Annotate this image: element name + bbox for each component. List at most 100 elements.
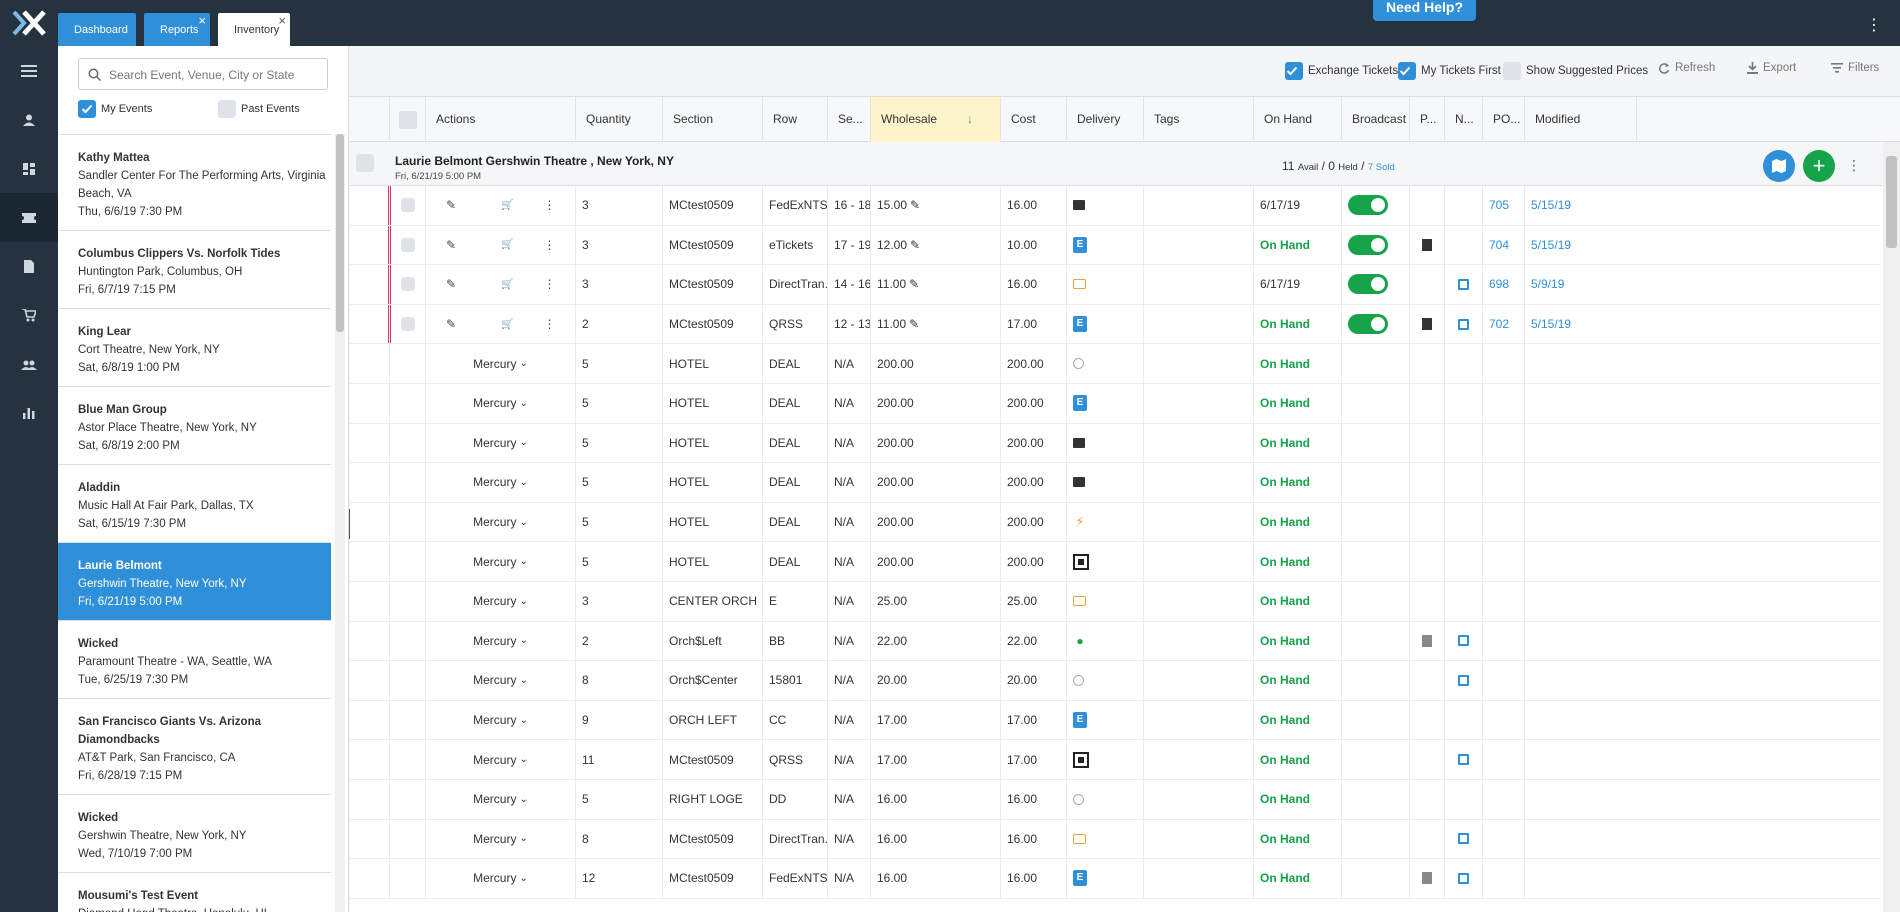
cell-modified[interactable]: 5/15/19	[1531, 198, 1572, 213]
exchange-tickets-checkbox[interactable]: Exchange Tickets	[1285, 62, 1398, 80]
table-row[interactable]: Mercury ⌄ 5 HOTEL DEAL N/A 200.00 200.00 On Hand	[350, 423, 1880, 464]
table-row[interactable]: Mercury ⌄ 5 RIGHT LOGE DD N/A 16.00 16.00 On Han…	[350, 780, 1880, 820]
cart-icon[interactable]: 🛒	[501, 318, 514, 330]
notes-icon[interactable]	[1458, 754, 1469, 766]
column-header-onhand[interactable]: On Hand	[1254, 97, 1342, 142]
exchange-source-dropdown[interactable]: Mercury	[473, 633, 517, 648]
cart-icon[interactable]	[0, 291, 58, 340]
edit-icon[interactable]: ✎	[446, 198, 457, 213]
more-vertical-icon[interactable]: ⋮	[543, 277, 556, 292]
column-header-seats[interactable]: Se...	[828, 97, 871, 142]
chevron-down-icon[interactable]: ⌄	[519, 714, 528, 726]
exchange-source-dropdown[interactable]: Mercury	[473, 475, 517, 490]
row-checkbox[interactable]	[400, 277, 415, 292]
notes-icon[interactable]	[1458, 278, 1469, 290]
pdf-document-icon[interactable]	[1422, 318, 1432, 331]
grid-scrollbar[interactable]	[1883, 142, 1900, 912]
search-input[interactable]	[109, 65, 319, 85]
need-help-button[interactable]: Need Help?	[1373, 0, 1476, 21]
table-row[interactable]: Mercury⌄12MCtest0509FedExNTSDN/A16.0016.…	[350, 859, 1880, 899]
chevron-down-icon[interactable]: ⌄	[519, 556, 528, 568]
select-all-checkbox[interactable]	[390, 97, 426, 142]
cart-icon[interactable]: 🛒	[501, 199, 514, 211]
event-list-item[interactable]: Blue Man Group Astor Place Theatre, New Y…	[58, 387, 331, 465]
group-checkbox[interactable]	[356, 154, 379, 175]
event-list-scrollbar[interactable]	[335, 134, 345, 912]
table-row[interactable]: ✎🛒⋮3MCtest0509FedExNTSD16 - 1815.00✎16.0…	[350, 186, 1880, 226]
checkbox-unchecked-icon[interactable]	[398, 110, 417, 129]
exchange-source-dropdown[interactable]: Mercury	[473, 792, 517, 807]
cart-icon[interactable]: 🛒	[501, 278, 514, 290]
tab-dashboard[interactable]: Dashboard	[58, 13, 136, 46]
cell-wholesale[interactable]: 11.00 ✎	[871, 265, 1001, 304]
sort-desc-icon[interactable]: ↓	[967, 112, 974, 126]
exchange-source-dropdown[interactable]: Mercury	[473, 752, 517, 767]
table-row[interactable]: Mercury ⌄ 8 Orch$Center 15801 N/A 20.00 20.00 On…	[350, 661, 1880, 701]
pdf-document-icon[interactable]	[1422, 238, 1432, 251]
cell-wholesale[interactable]: 11.00 ✎	[871, 304, 1001, 344]
refresh-button[interactable]: Refresh	[1658, 62, 1715, 74]
my-events-checkbox[interactable]: My Events	[78, 100, 152, 118]
pdf-document-icon[interactable]	[1422, 872, 1432, 885]
notes-icon[interactable]	[1458, 833, 1469, 845]
cell-po[interactable]: 704	[1483, 225, 1525, 265]
chevron-down-icon[interactable]: ⌄	[519, 793, 528, 805]
scrollbar-thumb[interactable]	[336, 134, 344, 332]
checkbox-unchecked-icon[interactable]	[218, 100, 236, 118]
table-row[interactable]: ✎ 🛒 ⋮ 2 MCtest0509 QRSS 12 - 13 11.00 ✎ 17.00 E On …	[350, 304, 1880, 345]
column-header-row[interactable]: Row	[763, 97, 828, 142]
more-vertical-icon[interactable]: ⋮	[543, 198, 556, 213]
chevron-down-icon[interactable]: ⌄	[519, 754, 528, 766]
edit-price-icon[interactable]: ✎	[910, 237, 921, 252]
exchange-source-dropdown[interactable]: Mercury	[473, 396, 517, 411]
scrollbar-thumb[interactable]	[1886, 156, 1897, 248]
table-row[interactable]: ✎ 🛒 ⋮ 3 MCtest0509 eTickets 17 - 19 12.00 ✎ 10.00…	[350, 225, 1880, 266]
table-row[interactable]: Mercury ⌄ 5 HOTEL DEAL N/A 200.00 200.00 ⚡ On Han…	[350, 502, 1880, 543]
logo-icon[interactable]	[0, 0, 58, 46]
checkbox-checked-icon[interactable]	[1398, 62, 1416, 80]
chevron-down-icon[interactable]: ⌄	[519, 437, 528, 449]
more-vertical-icon[interactable]: ⋮	[543, 237, 556, 252]
chevron-down-icon[interactable]: ⌄	[519, 872, 528, 884]
checkbox-checked-icon[interactable]	[1285, 62, 1303, 80]
checkbox-checked-icon[interactable]	[78, 100, 96, 118]
exchange-source-dropdown[interactable]: Mercury	[473, 515, 517, 530]
broadcast-toggle[interactable]	[1348, 195, 1388, 216]
event-list-item[interactable]: Wicked Paramount Theatre - WA, Seattle, W…	[58, 621, 331, 699]
cell-modified[interactable]: 5/15/19	[1531, 237, 1572, 252]
chevron-down-icon[interactable]: ⌄	[519, 358, 528, 370]
table-row[interactable]: Mercury ⌄ 3 CENTER ORCH E N/A 25.00 25.00 On Han…	[350, 582, 1880, 622]
edit-price-icon[interactable]: ✎	[910, 198, 921, 213]
document-icon[interactable]	[0, 242, 58, 291]
column-header-actions[interactable]: Actions	[426, 97, 576, 142]
exchange-source-dropdown[interactable]: Mercury	[473, 713, 517, 728]
export-button[interactable]: Export	[1747, 62, 1796, 74]
event-list-item[interactable]: King Lear Cort Theatre, New York, NY Sat, …	[58, 309, 331, 387]
checkbox-unchecked-icon[interactable]	[356, 154, 374, 172]
chevron-down-icon[interactable]: ⌄	[519, 516, 528, 528]
broadcast-toggle[interactable]	[1348, 314, 1388, 335]
exchange-source-dropdown[interactable]: Mercury	[473, 435, 517, 450]
column-header-n[interactable]: N...	[1445, 97, 1483, 142]
past-events-checkbox[interactable]: Past Events	[218, 100, 300, 118]
ticket-icon[interactable]	[0, 193, 58, 242]
close-icon[interactable]: ×	[198, 13, 206, 28]
table-row[interactable]: Mercury ⌄ 5 HOTEL DEAL N/A 200.00 200.00 On Hand	[350, 344, 1880, 384]
exchange-source-dropdown[interactable]: Mercury	[473, 831, 517, 846]
column-header-po[interactable]: PO...	[1483, 97, 1525, 142]
cell-modified[interactable]: 5/9/19	[1531, 277, 1565, 292]
tab-reports[interactable]: Reports ×	[144, 13, 210, 46]
edit-icon[interactable]: ✎	[446, 237, 457, 252]
dashboard-icon[interactable]	[0, 144, 58, 193]
pdf-document-icon[interactable]	[1422, 634, 1432, 647]
row-checkbox[interactable]	[400, 237, 415, 252]
event-list-item[interactable]: Kathy Mattea Sandler Center For The Perfo…	[58, 135, 331, 231]
chevron-down-icon[interactable]: ⌄	[519, 476, 528, 488]
table-row[interactable]: Mercury ⌄ 2 Orch$Left BB N/A 22.00 22.00 ● On Han…	[350, 621, 1880, 662]
column-header-section[interactable]: Section	[663, 97, 763, 142]
column-header-p[interactable]: P...	[1410, 97, 1445, 142]
exchange-source-dropdown[interactable]: Mercury	[473, 594, 517, 609]
map-button[interactable]	[1763, 150, 1795, 182]
more-vertical-icon[interactable]: ⋮	[1866, 17, 1882, 34]
edit-icon[interactable]: ✎	[446, 277, 457, 292]
